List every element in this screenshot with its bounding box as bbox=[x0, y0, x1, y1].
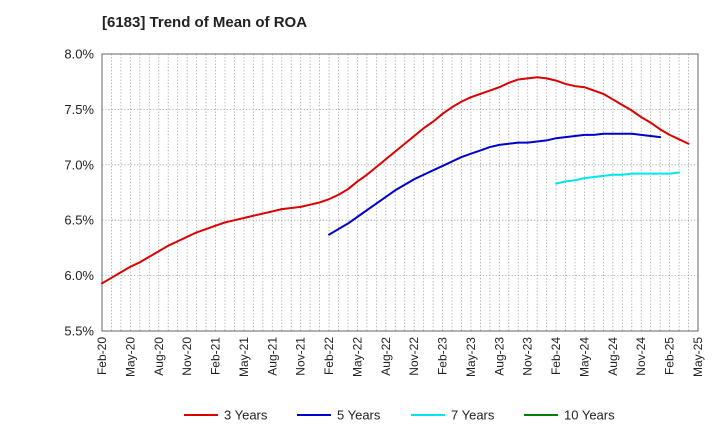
x-tick-label: Nov-20 bbox=[180, 337, 194, 376]
y-tick-label: 6.5% bbox=[64, 213, 94, 228]
x-tick-label: Feb-21 bbox=[209, 337, 223, 375]
plot-border bbox=[101, 53, 699, 332]
series-line-3-years bbox=[101, 76, 690, 285]
x-tick-label: Feb-25 bbox=[663, 337, 677, 375]
y-tick-label: 6.0% bbox=[64, 268, 94, 283]
x-tick-label: Feb-22 bbox=[322, 337, 336, 375]
x-tick-label: Feb-23 bbox=[436, 337, 450, 375]
legend-label: 10 Years bbox=[564, 408, 615, 423]
x-tick-labels: Feb-20 May-20 Aug-20 Nov-20 Feb-21 May-21 Aug-… bbox=[95, 337, 705, 377]
legend-label: 5 Years bbox=[337, 408, 381, 423]
x-tick-label: Feb-24 bbox=[549, 337, 563, 375]
x-tick-label: May-23 bbox=[464, 337, 478, 377]
x-tick-label: May-20 bbox=[123, 337, 137, 377]
x-tick-label: Aug-23 bbox=[492, 337, 506, 376]
y-tick-label: 5.5% bbox=[64, 324, 94, 339]
legend: 3 Years 5 Years 7 Years 10 Years bbox=[184, 408, 615, 423]
x-tick-label: May-24 bbox=[577, 337, 591, 377]
x-tick-label: Aug-20 bbox=[152, 337, 166, 376]
series-line-7-years bbox=[555, 171, 681, 185]
series-line-5-years bbox=[328, 132, 662, 236]
x-tick-label: May-25 bbox=[691, 337, 705, 377]
y-tick-label: 7.0% bbox=[64, 157, 94, 172]
y-tick-labels: 8.0% 7.5% 7.0% 6.5% 6.0% 5.5% bbox=[64, 47, 94, 339]
grid bbox=[102, 54, 698, 331]
legend-label: 3 Years bbox=[224, 408, 268, 423]
y-tick-label: 8.0% bbox=[64, 47, 94, 62]
x-tick-label: Aug-21 bbox=[265, 337, 279, 376]
x-tick-label: Aug-22 bbox=[379, 337, 393, 376]
series-lines bbox=[101, 76, 690, 285]
y-tick-label: 7.5% bbox=[64, 102, 94, 117]
x-tick-label: May-22 bbox=[350, 337, 364, 377]
legend-label: 7 Years bbox=[451, 408, 495, 423]
x-tick-label: May-21 bbox=[237, 337, 251, 377]
x-tick-label: Nov-22 bbox=[407, 337, 421, 376]
x-tick-label: Nov-23 bbox=[521, 337, 535, 376]
chart-title: [6183] Trend of Mean of ROA bbox=[102, 14, 308, 31]
x-tick-label: Nov-24 bbox=[634, 337, 648, 376]
x-tick-label: Nov-21 bbox=[294, 337, 308, 376]
x-tick-label: Aug-24 bbox=[606, 337, 620, 376]
x-tick-label: Feb-20 bbox=[95, 337, 109, 375]
axes bbox=[101, 53, 699, 332]
